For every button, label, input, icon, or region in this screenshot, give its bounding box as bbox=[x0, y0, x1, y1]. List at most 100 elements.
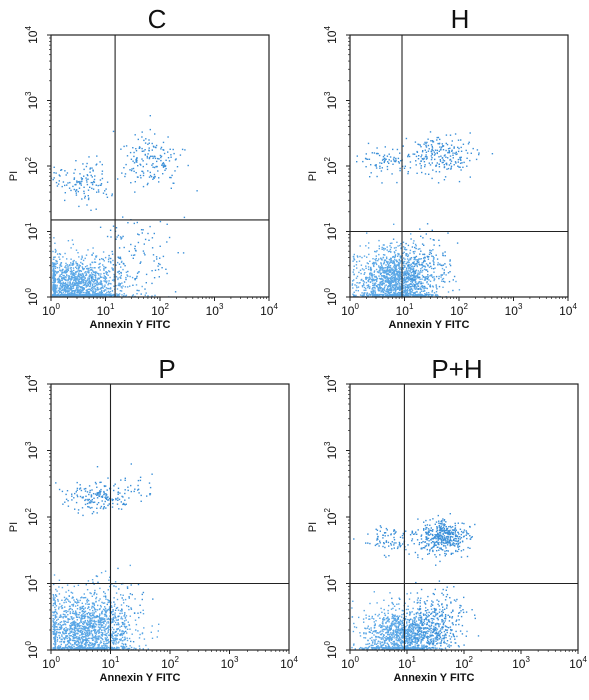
event-dot bbox=[399, 278, 401, 280]
event-dot bbox=[77, 646, 79, 649]
event-dot bbox=[108, 599, 110, 602]
event-dot bbox=[393, 271, 395, 274]
event-dot bbox=[396, 264, 398, 266]
event-dot bbox=[73, 292, 76, 294]
event-dot bbox=[352, 293, 354, 295]
event-dot bbox=[416, 295, 418, 297]
event-dot bbox=[428, 173, 430, 175]
event-dot bbox=[404, 289, 406, 291]
event-dot bbox=[174, 159, 177, 161]
event-dot bbox=[76, 632, 78, 634]
event-dot bbox=[57, 618, 59, 620]
event-dot bbox=[441, 157, 444, 159]
event-dot bbox=[184, 149, 186, 151]
event-dot bbox=[416, 259, 419, 261]
event-dot bbox=[414, 246, 416, 249]
event-dot bbox=[60, 279, 63, 281]
event-dot bbox=[427, 258, 430, 260]
event-dot bbox=[81, 291, 83, 293]
event-dot bbox=[71, 295, 73, 297]
event-dot bbox=[406, 267, 408, 269]
event-dot bbox=[79, 265, 81, 267]
event-dot bbox=[372, 284, 374, 287]
event-dot bbox=[98, 621, 100, 623]
event-dot bbox=[104, 609, 106, 611]
event-dot bbox=[67, 598, 69, 601]
event-dot bbox=[67, 279, 70, 281]
event-dot bbox=[89, 281, 91, 284]
event-dot bbox=[135, 629, 137, 631]
event-dot bbox=[76, 619, 78, 621]
event-dot bbox=[95, 611, 97, 613]
event-dot bbox=[414, 272, 417, 275]
event-dot bbox=[77, 269, 79, 271]
event-dot bbox=[101, 163, 103, 166]
event-dot bbox=[402, 241, 405, 243]
event-dot bbox=[389, 286, 392, 288]
event-dot bbox=[125, 278, 127, 281]
event-dot bbox=[109, 287, 112, 289]
event-dot bbox=[424, 260, 426, 262]
event-dot bbox=[117, 632, 119, 635]
event-dot bbox=[423, 260, 425, 263]
event-dot bbox=[405, 274, 407, 277]
event-dot bbox=[98, 291, 101, 293]
event-dot bbox=[54, 629, 56, 631]
event-dot bbox=[92, 603, 94, 605]
event-dot bbox=[64, 290, 66, 292]
event-dot bbox=[409, 257, 411, 260]
event-dot bbox=[52, 262, 54, 264]
event-dot bbox=[403, 274, 405, 277]
event-dot bbox=[378, 277, 381, 280]
event-dot bbox=[76, 291, 78, 294]
event-dot bbox=[92, 290, 95, 292]
event-dot bbox=[74, 633, 77, 635]
event-dot bbox=[65, 630, 67, 633]
event-dot bbox=[77, 181, 79, 183]
event-dot bbox=[110, 283, 112, 285]
event-dot bbox=[84, 292, 86, 294]
event-dot bbox=[462, 143, 465, 145]
event-dot bbox=[66, 172, 69, 174]
event-dot bbox=[87, 635, 89, 637]
event-dot bbox=[434, 158, 436, 161]
event-dot bbox=[430, 274, 432, 276]
event-dot bbox=[420, 146, 422, 148]
event-dot bbox=[153, 177, 155, 179]
event-dot bbox=[398, 276, 400, 279]
event-dot bbox=[86, 615, 89, 618]
event-dot bbox=[53, 636, 55, 639]
event-dot bbox=[373, 274, 375, 276]
event-dot bbox=[373, 152, 376, 154]
event-dot bbox=[94, 637, 96, 639]
event-dot bbox=[381, 246, 383, 249]
event-dot bbox=[384, 248, 386, 250]
event-dot bbox=[384, 160, 386, 162]
event-dot bbox=[388, 271, 391, 273]
event-dot bbox=[91, 261, 93, 263]
event-dot bbox=[353, 265, 355, 267]
event-dot bbox=[82, 613, 84, 615]
event-dot bbox=[81, 278, 83, 280]
event-dot bbox=[393, 287, 395, 290]
event-dot bbox=[73, 275, 76, 277]
event-dot bbox=[388, 162, 390, 164]
event-dot bbox=[117, 622, 119, 624]
event-dot bbox=[394, 255, 396, 257]
event-dot bbox=[150, 176, 153, 178]
event-dot bbox=[74, 627, 76, 630]
event-dot bbox=[384, 292, 386, 295]
event-dot bbox=[378, 245, 380, 247]
event-dot bbox=[97, 293, 100, 295]
event-dot bbox=[166, 241, 168, 243]
x-tick-label: 104 bbox=[260, 302, 278, 318]
event-dot bbox=[58, 294, 60, 297]
event-dot bbox=[407, 265, 410, 268]
event-dot bbox=[81, 256, 83, 259]
event-dot bbox=[80, 619, 82, 621]
event-dot bbox=[65, 294, 67, 296]
event-dot bbox=[408, 272, 410, 275]
event-dot bbox=[442, 280, 445, 283]
event-dot bbox=[80, 633, 83, 636]
event-dot bbox=[423, 268, 426, 270]
